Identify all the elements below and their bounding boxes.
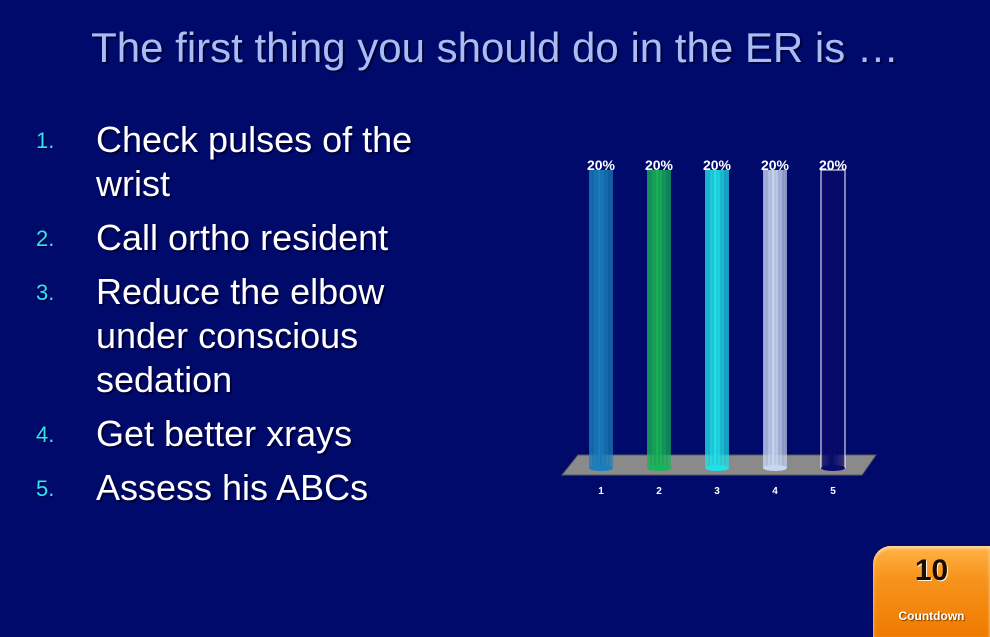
option-number: 2.: [36, 226, 55, 251]
bar-base: [763, 465, 787, 471]
countdown-label: Countdown: [898, 609, 965, 623]
bar-value-label: 20%: [587, 157, 616, 173]
bar-2: 20% 2: [645, 157, 674, 497]
bar-value-label: 20%: [703, 157, 732, 173]
bar-body: [589, 170, 613, 468]
bar-base: [589, 465, 613, 471]
category-tick-label: 2: [656, 486, 662, 497]
countdown-value: 10: [914, 554, 949, 587]
option-number: 4.: [36, 422, 55, 447]
bar-base: [647, 465, 671, 471]
option-number: 3.: [36, 280, 55, 305]
option-text: Assess his ABCs: [96, 467, 369, 508]
option-number: 5.: [36, 476, 55, 501]
bar-value-label: 20%: [819, 157, 848, 173]
bar-chart-svg: 20% 1 20% 2 20% 3 20% 4 20% 5: [560, 157, 877, 497]
bar-body: [763, 170, 787, 468]
bar-body: [647, 170, 671, 468]
category-tick-label: 1: [598, 486, 604, 497]
category-tick-label: 5: [830, 486, 836, 497]
option-text: Reduce the elbow under conscious sedatio…: [96, 271, 385, 400]
category-tick-label: 4: [772, 486, 778, 497]
category-tick-label: 3: [714, 486, 720, 497]
answer-option-4: 4. Get better xrays: [36, 412, 476, 456]
bar-body: [705, 170, 729, 468]
bar-base: [821, 465, 845, 471]
bar-4: 20% 4: [761, 157, 790, 497]
bar-1: 20% 1: [587, 157, 616, 497]
option-text: Check pulses of the wrist: [96, 119, 413, 204]
bar-value-label: 20%: [761, 157, 790, 173]
answer-option-1: 1. Check pulses of the wrist: [36, 118, 476, 206]
answer-option-5: 5. Assess his ABCs: [36, 466, 476, 510]
answer-option-3: 3. Reduce the elbow under conscious seda…: [36, 270, 476, 402]
bar-base: [705, 465, 729, 471]
response-chart: 20% 1 20% 2 20% 3 20% 4 20% 5: [560, 150, 890, 510]
countdown-timer: 10 Countdown: [873, 546, 990, 637]
bar-value-label: 20%: [645, 157, 674, 173]
bar-5: 20% 5: [819, 157, 848, 497]
bar-3: 20% 3: [703, 157, 732, 497]
answer-options-list: 1. Check pulses of the wrist 2. Call ort…: [36, 118, 476, 520]
option-text: Call ortho resident: [96, 217, 389, 258]
answer-option-2: 2. Call ortho resident: [36, 216, 476, 260]
option-number: 1.: [36, 128, 55, 153]
option-text: Get better xrays: [96, 413, 353, 454]
slide-title: The first thing you should do in the ER …: [91, 24, 899, 71]
